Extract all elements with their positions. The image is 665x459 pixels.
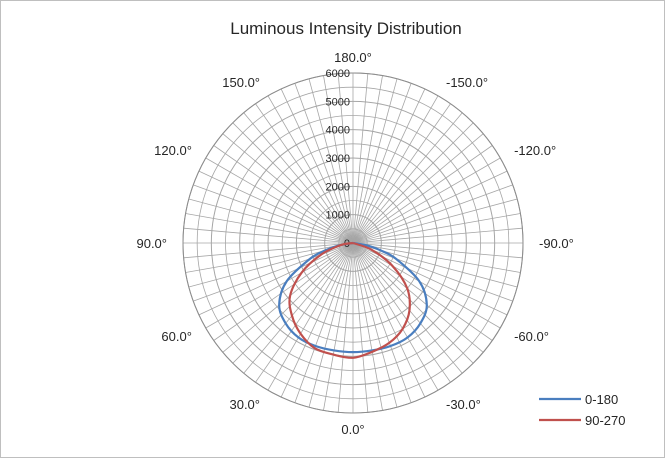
grid-spoke: [352, 242, 369, 413]
grid-spoke: [352, 227, 523, 244]
grid-spoke: [222, 133, 354, 244]
grid-spoke: [352, 242, 513, 302]
angular-tick-label: 120.0°: [154, 143, 192, 158]
grid-spoke: [243, 242, 354, 374]
grid-spoke: [352, 242, 398, 408]
grid-spoke: [185, 242, 354, 273]
grid-spoke: [337, 73, 354, 244]
radial-tick-label: 4000: [326, 125, 350, 137]
grid-spoke: [232, 242, 354, 364]
grid-spoke: [352, 145, 493, 244]
chart-title: Luminous Intensity Distribution: [230, 19, 462, 38]
grid-spoke: [243, 112, 354, 244]
grid-spoke: [352, 184, 513, 244]
legend: 0-180 90-270: [539, 392, 625, 428]
grid-spoke: [188, 198, 354, 244]
grid-spoke: [183, 227, 354, 244]
grid-spoke: [267, 242, 354, 391]
grid-spoke: [352, 242, 521, 273]
grid-spoke: [352, 242, 451, 383]
grid-spoke: [213, 145, 354, 244]
grid-spoke: [255, 242, 354, 383]
grid-spoke: [352, 170, 508, 244]
grid-spoke: [280, 88, 354, 244]
grid-spoke: [193, 242, 354, 302]
grid-spoke: [352, 242, 474, 364]
radial-tick-label: 3000: [326, 153, 350, 165]
grid-spoke: [352, 133, 484, 244]
grid-spoke: [352, 112, 463, 244]
grid-spoke: [352, 122, 474, 244]
legend-label: 90-270: [585, 413, 625, 428]
series-line-1: [278, 241, 428, 354]
grid-spoke: [352, 242, 463, 374]
grid-spoke: [352, 95, 439, 244]
grid-spoke: [352, 88, 426, 244]
grid-spoke: [352, 83, 412, 244]
angular-tick-label: 30.0°: [229, 397, 260, 412]
grid-spoke: [352, 103, 451, 244]
grid-spoke: [352, 73, 369, 244]
grid-spoke: [352, 157, 501, 244]
grid-spoke: [222, 242, 354, 353]
grid-spoke: [352, 242, 523, 259]
grid-spoke: [198, 242, 354, 316]
grid-spoke: [323, 242, 354, 411]
grid-spoke: [352, 242, 501, 329]
grid-spoke: [308, 242, 354, 408]
grid-spoke: [352, 75, 383, 244]
grid-spoke: [280, 242, 354, 398]
angular-tick-label: -30.0°: [446, 397, 481, 412]
angular-tick-label: 180.0°: [334, 50, 372, 65]
angular-tick-label: 150.0°: [222, 75, 260, 90]
grid-spoke: [352, 213, 521, 244]
grid-spoke: [198, 170, 354, 244]
series-lines: [278, 241, 428, 359]
grid-spoke: [205, 157, 354, 244]
grid-spoke: [232, 122, 354, 244]
grid-spoke: [294, 242, 354, 403]
grid-spoke: [193, 184, 354, 244]
legend-label: 0-180: [585, 392, 618, 407]
radial-tick-label: 6000: [326, 68, 350, 80]
angular-tick-label: 0.0°: [341, 422, 364, 437]
polar-grid: [182, 72, 524, 414]
series-line-2: [288, 241, 411, 359]
angular-tick-label: 60.0°: [161, 329, 192, 344]
angular-tick-label: -90.0°: [539, 236, 574, 251]
grid-spoke: [267, 95, 354, 244]
radial-tick-label: 2000: [326, 181, 350, 193]
radial-tick-label: 1000: [326, 210, 350, 222]
angular-tick-label: -150.0°: [446, 75, 488, 90]
grid-spoke: [294, 83, 354, 244]
grid-spoke: [352, 198, 518, 244]
radial-tick-label: 5000: [326, 96, 350, 108]
grid-spoke: [337, 242, 354, 413]
grid-spoke: [352, 242, 493, 341]
grid-spoke: [308, 78, 354, 244]
grid-spoke: [185, 213, 354, 244]
grid-spoke: [352, 78, 398, 244]
grid-spoke: [352, 242, 484, 353]
grid-spoke: [183, 242, 354, 259]
grid-spoke: [213, 242, 354, 341]
grid-spoke: [352, 242, 412, 403]
angular-tick-label: -120.0°: [514, 143, 556, 158]
grid-spoke: [255, 103, 354, 244]
angular-tick-label: 90.0°: [136, 236, 167, 251]
angular-tick-labels: 0.0° 30.0° 60.0° 90.0° 120.0° 150.0° 180.0° -15…: [136, 50, 573, 437]
grid-outer-ring: [182, 72, 524, 414]
angular-tick-label: -60.0°: [514, 329, 549, 344]
grid-spoke: [205, 242, 354, 329]
grid-spoke: [352, 242, 383, 411]
grid-spoke: [323, 75, 354, 244]
grid-spoke: [352, 242, 426, 398]
grid-spoke: [352, 242, 439, 391]
